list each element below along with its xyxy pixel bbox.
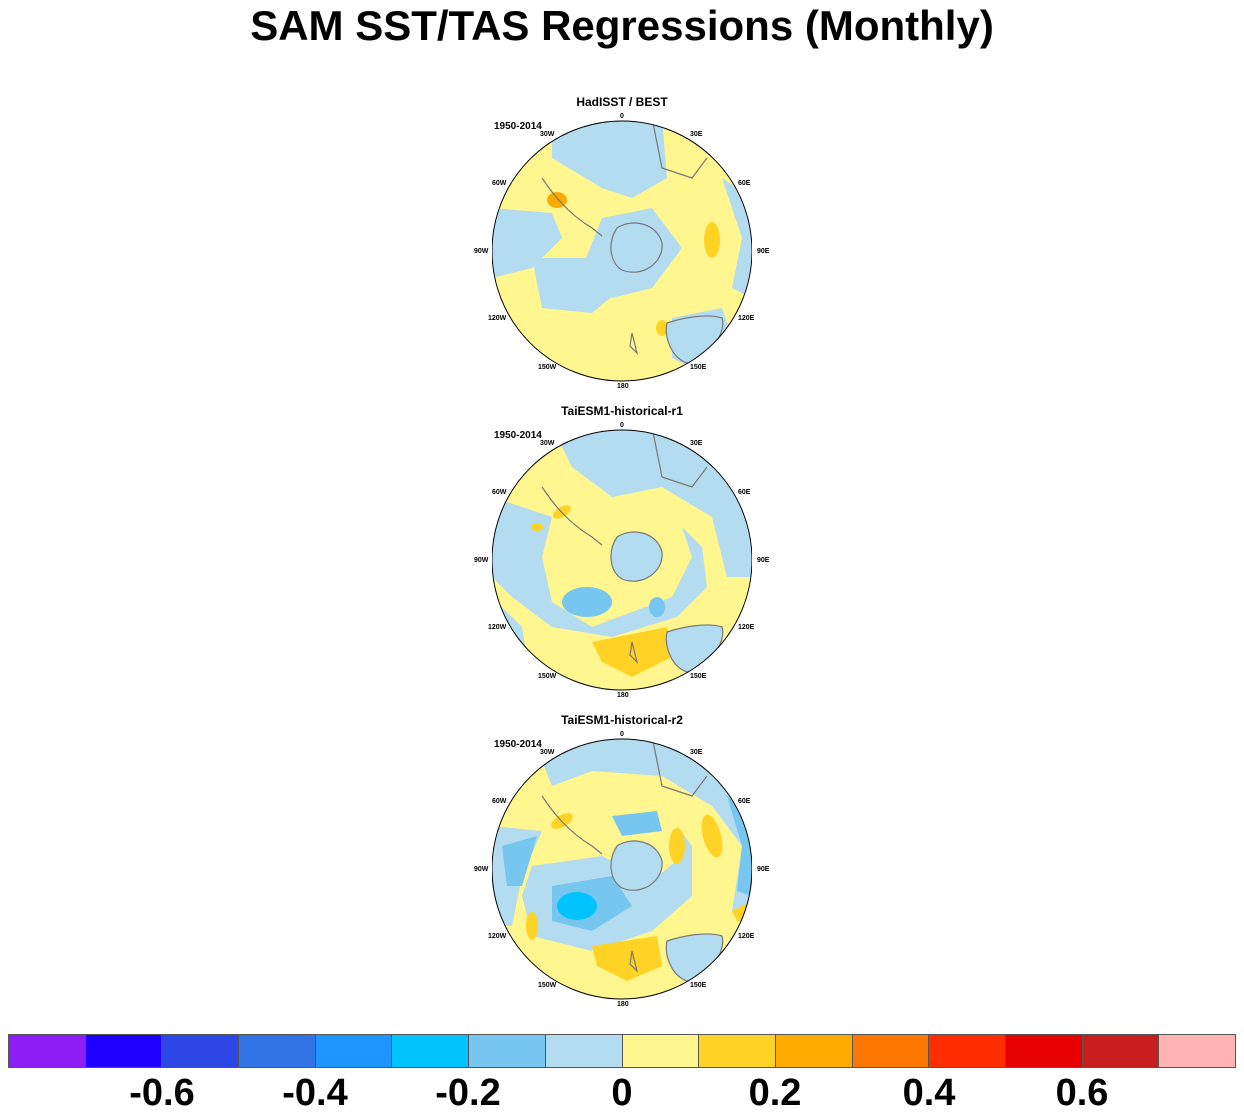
lon-label-120w: 120W [488, 624, 507, 631]
colorbar-swatch [315, 1035, 393, 1067]
colorbar-swatch [239, 1035, 316, 1067]
lon-label-150e: 150E [690, 673, 707, 680]
lon-label-90w: 90W [474, 866, 489, 873]
colorbar-label: 0.2 [748, 1072, 802, 1114]
period-label: 1950-2014 [494, 121, 542, 132]
lon-label-90w: 90W [474, 557, 489, 564]
colorbar-swatch [85, 1035, 163, 1067]
colorbar-swatch [9, 1035, 86, 1067]
lon-label-60w: 60W [492, 180, 507, 187]
colorbar-swatch [775, 1035, 853, 1067]
colorbar-swatch [469, 1035, 546, 1067]
lon-label-180: 180 [617, 383, 629, 390]
colorbar-label: -0.6 [129, 1072, 195, 1114]
polar-map-3 [492, 738, 752, 1000]
colorbar-swatch [545, 1035, 623, 1067]
colorbar-label: 0.6 [1055, 1072, 1109, 1114]
colorbar-swatch [162, 1035, 240, 1067]
lon-label-180: 180 [617, 692, 629, 699]
panel-title: TaiESM1-historical-r1 [561, 404, 683, 418]
lon-label-90e: 90E [757, 866, 770, 873]
lon-label-120e: 120E [738, 933, 755, 940]
colorbar-swatch [622, 1035, 700, 1067]
colorbar-swatch [392, 1035, 470, 1067]
colorbar-label: -0.4 [282, 1072, 348, 1114]
colorbar-swatch [852, 1035, 930, 1067]
colorbar-swatch [1005, 1035, 1083, 1067]
lon-label-60e: 60E [738, 798, 751, 805]
lon-label-30e: 30E [690, 749, 703, 756]
lon-label-180: 180 [617, 1001, 629, 1008]
panel-title: HadISST / BEST [576, 95, 668, 109]
lon-label-150e: 150E [690, 364, 707, 371]
polar-map-2 [492, 429, 752, 691]
colorbar-swatch [1082, 1035, 1160, 1067]
colorbar-swatch [699, 1035, 776, 1067]
lon-label-90w: 90W [474, 248, 489, 255]
lon-label-120e: 120E [738, 624, 755, 631]
colorbar-swatch [929, 1035, 1006, 1067]
polar-map-1 [492, 120, 752, 382]
lon-label-60e: 60E [738, 489, 751, 496]
colorbar-label: -0.2 [435, 1072, 501, 1114]
lon-label-120w: 120W [488, 315, 507, 322]
period-label: 1950-2014 [494, 739, 542, 750]
lon-label-120w: 120W [488, 933, 507, 940]
lon-label-150w: 150W [538, 982, 557, 989]
lon-label-30e: 30E [690, 440, 703, 447]
colorbar-label: 0.4 [902, 1072, 956, 1114]
lon-label-30w: 30W [540, 440, 555, 447]
lon-label-150e: 150E [690, 982, 707, 989]
colorbar-swatch [1159, 1035, 1235, 1067]
lon-label-60e: 60E [738, 180, 751, 187]
lon-label-30w: 30W [540, 749, 555, 756]
figure-title: SAM SST/TAS Regressions (Monthly) [250, 2, 994, 49]
lon-label-90e: 90E [757, 557, 770, 564]
panel-title: TaiESM1-historical-r2 [561, 713, 683, 727]
lon-label-30e: 30E [690, 131, 703, 138]
lon-label-30w: 30W [540, 131, 555, 138]
lon-label-150w: 150W [538, 364, 557, 371]
lon-label-120e: 120E [738, 315, 755, 322]
lon-label-0: 0 [620, 731, 624, 738]
colorbar [8, 1034, 1236, 1068]
lon-label-90e: 90E [757, 248, 770, 255]
lon-label-0: 0 [620, 422, 624, 429]
period-label: 1950-2014 [494, 430, 542, 441]
lon-label-0: 0 [620, 113, 624, 120]
lon-label-150w: 150W [538, 673, 557, 680]
lon-label-60w: 60W [492, 489, 507, 496]
colorbar-label: 0 [611, 1072, 633, 1114]
lon-label-60w: 60W [492, 798, 507, 805]
